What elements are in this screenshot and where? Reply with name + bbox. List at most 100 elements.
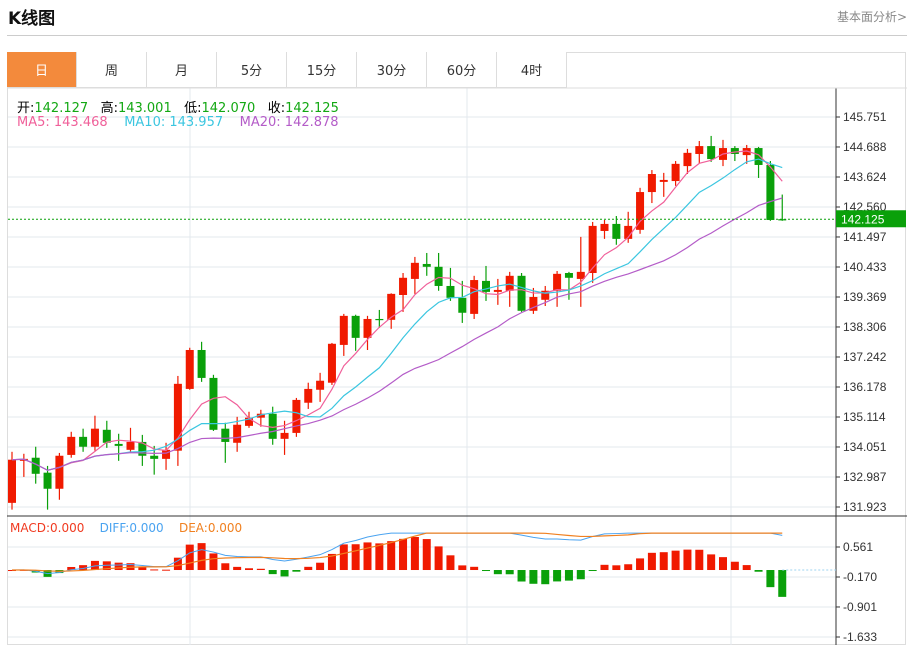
macd-bar [351,544,360,571]
candle-body [209,377,218,430]
close-label: 收: [267,101,286,116]
tab-60min[interactable]: 60分 [427,52,497,88]
candle-body [351,315,360,338]
candle-body [150,455,159,459]
price-tick-label: 138.306 [843,320,887,334]
dea-line [11,532,783,572]
macd-legend: MACD:0.000 DIFF:0.000 DEA:0.000 [10,521,242,535]
candle-body [316,380,325,390]
candle-body [600,223,609,231]
macd-bar [636,558,645,571]
period-tabs: 日 周 月 5分 15分 30分 60分 4时 [7,52,567,88]
macd-bar [482,570,490,572]
price-tick-label: 143.624 [843,170,887,184]
price-tick-label: 141.497 [843,230,887,244]
macd-bar [434,546,443,571]
macd-bar [375,543,384,571]
ma5-legend: MA5: 143.468 [17,115,108,130]
candle-body [730,148,739,154]
candle-body [647,173,656,193]
macd-bar [671,550,680,571]
candle-body [683,152,692,167]
candle-body [114,443,123,446]
price-tick-label: 136.178 [843,380,887,394]
candle-body [493,289,502,292]
candle-body [446,285,455,298]
candle-body [327,343,336,383]
ma20-legend: MA20: 142.878 [239,115,339,130]
candle-body [576,271,585,279]
macd-bar [327,553,336,571]
macd-bar [529,570,538,584]
candle-body [126,441,135,450]
price-tick-label: 137.242 [843,350,887,364]
price-tick-label: 132.987 [843,470,887,484]
candle-body [245,417,253,426]
macd-bar [505,570,514,575]
candle-body [185,349,194,389]
candle-body [399,277,408,295]
candle-body [505,275,514,291]
candle-body [304,388,313,403]
candle-body [387,293,396,320]
candle-body [541,290,550,300]
candle-body [79,436,88,447]
macd-bar [659,552,668,571]
macd-bar [647,552,656,571]
ma-legend: MA5: 143.468 MA10: 143.957 MA20: 142.878 [17,115,339,130]
candle-body [67,436,76,455]
macd-bar [695,549,704,571]
macd-bar [197,543,206,571]
macd-legend-value: MACD:0.000 [10,521,85,535]
last-price-badge [836,210,906,228]
candle-body [754,148,763,165]
macd-bar [588,570,597,572]
candle-body [434,266,443,286]
candle-body [162,449,171,459]
macd-bar [458,565,467,571]
tab-30min[interactable]: 30分 [357,52,427,88]
candle-body [517,275,526,311]
price-tick-label: 135.114 [843,410,886,424]
macd-bar [138,566,147,571]
macd-bar [363,542,372,571]
candle-body [659,179,668,182]
macd-bar [245,568,253,571]
candle-body [766,164,775,220]
candle-body [671,163,680,182]
macd-bar [683,549,692,571]
macd-bar [162,569,171,571]
candle-body [458,297,467,313]
macd-bar [719,557,727,571]
high-label: 高: [100,101,118,116]
fundamental-analysis-link[interactable]: 基本面分析> [836,10,907,24]
dea-legend-value: DEA:0.000 [178,521,243,535]
candle-body [233,424,242,443]
macd-bar [493,570,502,575]
macd-bar [173,557,182,571]
candle-body [31,457,40,474]
diff-legend-value: DIFF:0.000 [99,521,164,535]
candle-body [292,399,301,433]
macd-bar [316,562,325,571]
candle-body [695,146,704,154]
tab-month[interactable]: 月 [147,52,217,88]
candle-body [268,413,277,439]
macd-bar [233,566,242,571]
macd-bar [730,561,739,571]
macd-bar [576,570,585,580]
macd-bar [564,570,573,581]
macd-bar [517,570,526,582]
macd-bar [8,570,16,572]
price-tick-label: 131.923 [843,500,887,514]
candle-body [778,219,787,221]
macd-bar [256,568,265,571]
price-tick-label: 145.751 [843,110,887,124]
macd-bar [114,562,123,571]
macd-bar [422,539,431,571]
candle-body [256,413,265,418]
tab-15min[interactable]: 15分 [287,52,357,88]
macd-bar [126,563,135,571]
candle-body [707,146,716,160]
